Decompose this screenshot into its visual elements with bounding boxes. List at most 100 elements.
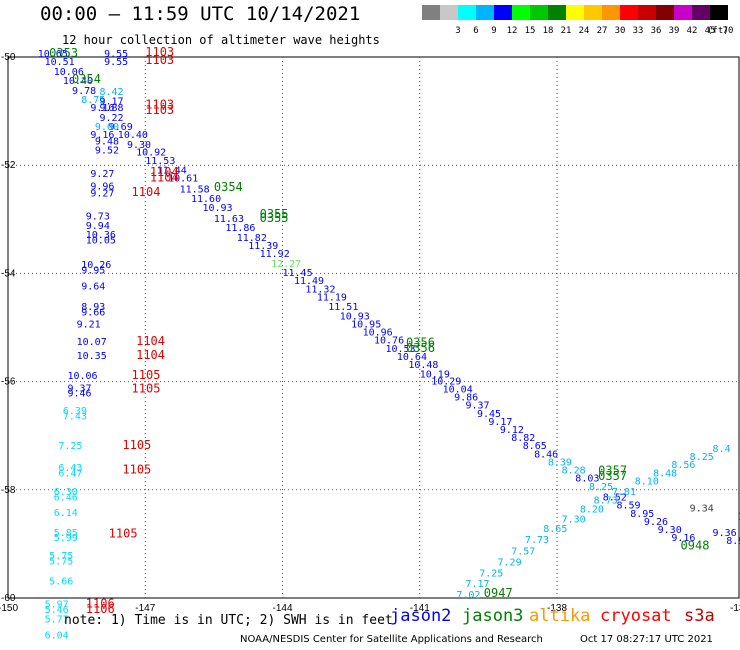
page-title: 00:00 — 11:59 UTC 10/14/2021 — [40, 3, 361, 25]
wave-height-label: 9.27 — [90, 169, 114, 180]
legend-swatch — [548, 5, 566, 20]
wave-height-label: 8.4 — [713, 444, 731, 455]
legend-swatch — [458, 5, 476, 20]
footer-note: note: 1) Time is in UTC; 2) SWH is in fe… — [64, 613, 393, 628]
legend-label: 27 — [596, 26, 608, 36]
y-tick-label: -54 — [1, 268, 16, 279]
wave-height-label: 11.49 — [294, 276, 324, 287]
wave-height-label: 8.95 — [630, 509, 654, 520]
wave-height-label: 8.82 — [511, 433, 535, 444]
wave-height-label: 9.73 — [86, 211, 110, 222]
wave-height-label: 7.57 — [511, 547, 535, 558]
wave-height-label: 10.48 — [408, 360, 438, 371]
wave-height-label: 11.63 — [214, 214, 244, 225]
wave-height-label: 9.86 — [454, 393, 478, 404]
legend-swatch — [476, 5, 494, 20]
wave-height-label: 6.04 — [45, 631, 69, 642]
wave-height-label: 8.48 — [653, 468, 677, 479]
wave-height-label: 7.73 — [525, 535, 549, 546]
legend-swatch — [656, 5, 674, 20]
legend-label: 36 — [650, 26, 662, 36]
wave-height-label: 10.95 — [351, 320, 381, 331]
legend-swatch — [638, 5, 656, 20]
wave-height-label: 10.93 — [340, 311, 370, 322]
wave-height-label: 9.45 — [477, 409, 501, 420]
time-label: 1104 — [132, 185, 161, 199]
wave-height-label: 10.51 — [45, 57, 75, 68]
wave-height-label: 9.48 — [95, 137, 119, 148]
wave-height-label: 8.46 — [534, 449, 558, 460]
wave-height-label: 11.92 — [260, 249, 290, 260]
wave-height-label: 7.17 — [466, 579, 490, 590]
time-label: 0353 — [49, 46, 78, 60]
wave-height-label: 6.47 — [58, 468, 82, 479]
wave-height-label: 5.99 — [54, 533, 78, 544]
y-tick-label: -56 — [1, 377, 16, 388]
time-label: 0355 — [260, 211, 289, 225]
wave-height-label: 9.66 — [81, 308, 105, 319]
time-label: 1103 — [145, 103, 174, 117]
wave-height-label: 10.65 — [38, 49, 68, 60]
wave-height-label: 9.52 — [95, 145, 119, 156]
wave-height-label: 8.28 — [562, 466, 586, 477]
wave-height-label: 6.43 — [58, 463, 82, 474]
legend-swatch — [422, 5, 440, 20]
wave-height-label: 6.30 — [54, 487, 78, 498]
wave-height-label: 7.02 — [456, 590, 480, 601]
wave-height-label: 8.25 — [589, 482, 613, 493]
time-label: 0354 — [214, 180, 243, 194]
chart-subtitle: 12 hour collection of altimeter wave hei… — [62, 33, 380, 47]
wave-height-label: 8.10 — [635, 476, 659, 487]
legend-swatch — [602, 5, 620, 20]
wave-height-label: 9.88 — [100, 103, 124, 114]
wave-height-label: 12.27 — [271, 259, 301, 270]
wave-height-label: 7.25 — [479, 568, 503, 579]
wave-height-label: 9.30 — [127, 140, 151, 151]
time-label: 0354 — [72, 72, 101, 86]
wave-height-label: 11.45 — [283, 268, 313, 279]
wave-height-label: 9.12 — [500, 425, 524, 436]
x-tick-label: -141 — [410, 603, 430, 614]
legend-swatch — [566, 5, 584, 20]
legend-swatch — [710, 5, 728, 20]
wave-height-label: 8.65 — [523, 441, 547, 452]
wave-height-label: 8.56 — [671, 460, 695, 471]
wave-height-label: 10.96 — [363, 328, 393, 339]
wave-height-label: 9.37 — [466, 401, 490, 412]
wave-height-label: 11.44 — [157, 165, 187, 176]
wave-height-label: 11.82 — [237, 233, 267, 244]
wave-height-label: 11.32 — [305, 284, 335, 295]
wave-height-label: 10.36 — [86, 230, 116, 241]
wave-height-label: 6.39 — [63, 406, 87, 417]
wave-height-label: 9.94 — [86, 221, 110, 232]
legend-swatch — [692, 5, 710, 20]
legend-swatch — [512, 5, 530, 20]
time-label: 1105 — [109, 526, 138, 540]
x-tick-label: -134 — [730, 603, 740, 614]
wave-height-label: 9.34 — [690, 503, 714, 514]
wave-height-label: 9.69 — [109, 122, 133, 133]
wave-height-label: 9.37 — [67, 383, 91, 394]
wave-height-label: 9.22 — [100, 113, 124, 124]
time-label: 1104 — [150, 170, 179, 184]
wave-height-label: 5.75 — [49, 551, 73, 562]
legend-label: 70 — [722, 26, 734, 36]
wave-height-label: 10.29 — [431, 376, 461, 387]
legend-label: 21 — [560, 26, 572, 36]
time-label: 1106 — [86, 602, 115, 616]
wave-height-label: 11.39 — [248, 241, 278, 252]
sat-jason3: jason3 — [462, 606, 524, 626]
wave-height-label: 8.20 — [580, 505, 604, 516]
time-label: 1104 — [136, 334, 165, 348]
time-label: 0357 — [598, 469, 627, 483]
wave-height-label: 11.58 — [180, 184, 210, 195]
wave-height-label: 10.53 — [385, 344, 415, 355]
wave-height-label: 5.75 — [49, 556, 73, 567]
wave-height-label: 11.19 — [317, 292, 347, 303]
wave-height-label: 9.21 — [77, 320, 101, 331]
time-label: 0355 — [260, 207, 289, 221]
time-label: 0947 — [484, 586, 513, 600]
plot-frame — [7, 56, 740, 599]
time-label: 1103 — [145, 45, 174, 59]
